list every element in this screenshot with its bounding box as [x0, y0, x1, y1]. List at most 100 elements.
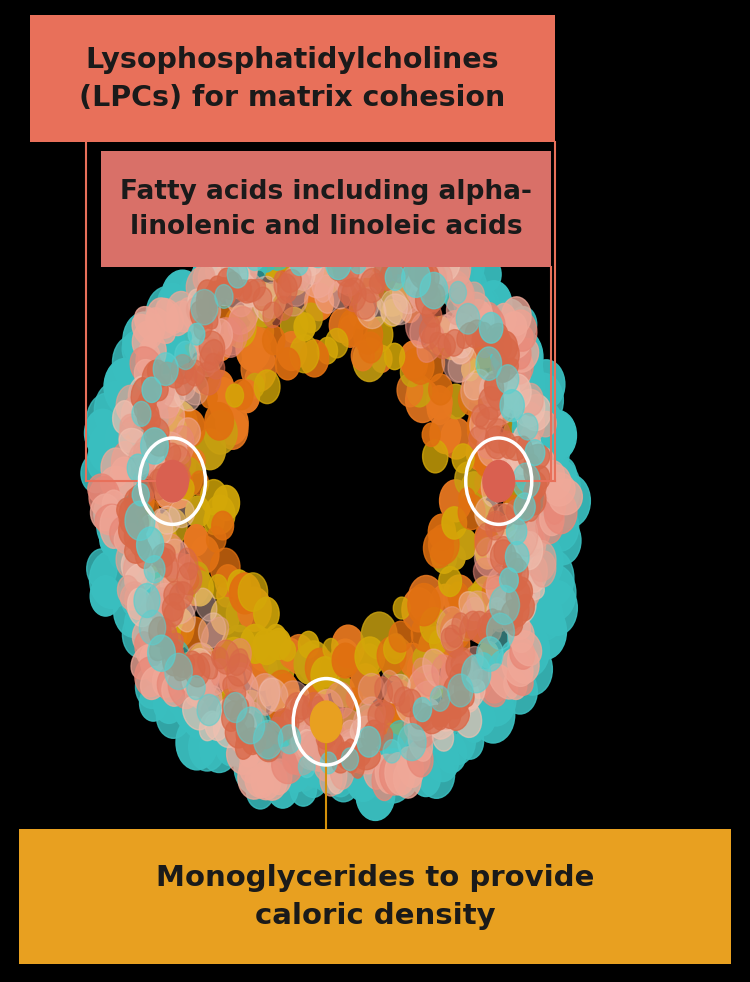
Circle shape: [534, 433, 564, 472]
Ellipse shape: [410, 703, 431, 730]
Circle shape: [439, 717, 476, 765]
Ellipse shape: [501, 569, 523, 590]
Ellipse shape: [231, 693, 254, 725]
Ellipse shape: [443, 675, 469, 708]
Circle shape: [235, 380, 260, 412]
Circle shape: [266, 625, 286, 651]
Circle shape: [256, 246, 276, 272]
Ellipse shape: [413, 705, 434, 736]
Ellipse shape: [422, 323, 440, 350]
Circle shape: [358, 644, 381, 674]
Circle shape: [340, 254, 364, 287]
Circle shape: [406, 255, 434, 292]
Ellipse shape: [404, 707, 434, 740]
Ellipse shape: [140, 604, 164, 643]
Circle shape: [359, 747, 379, 773]
Ellipse shape: [131, 378, 149, 408]
Ellipse shape: [461, 597, 484, 630]
Ellipse shape: [154, 397, 184, 437]
Ellipse shape: [135, 531, 154, 567]
Circle shape: [152, 631, 178, 665]
Circle shape: [220, 637, 248, 674]
Ellipse shape: [257, 283, 286, 318]
Ellipse shape: [394, 687, 414, 713]
Circle shape: [470, 702, 495, 736]
Circle shape: [387, 680, 412, 714]
Circle shape: [141, 428, 168, 464]
Ellipse shape: [499, 431, 516, 459]
Circle shape: [339, 235, 365, 269]
Circle shape: [294, 206, 336, 260]
Circle shape: [523, 439, 543, 465]
Circle shape: [520, 408, 545, 442]
Ellipse shape: [396, 689, 418, 723]
Circle shape: [399, 245, 428, 284]
Circle shape: [290, 737, 315, 770]
Circle shape: [142, 567, 175, 609]
Circle shape: [106, 468, 137, 509]
Ellipse shape: [384, 294, 412, 325]
Ellipse shape: [114, 523, 144, 554]
Circle shape: [142, 377, 161, 403]
Circle shape: [327, 758, 360, 802]
Circle shape: [134, 583, 160, 618]
Circle shape: [178, 653, 198, 679]
Circle shape: [470, 653, 496, 686]
Ellipse shape: [227, 688, 251, 721]
Circle shape: [424, 528, 454, 568]
Ellipse shape: [482, 469, 502, 507]
Ellipse shape: [280, 245, 302, 265]
Ellipse shape: [437, 310, 465, 348]
Ellipse shape: [488, 664, 518, 699]
Circle shape: [430, 685, 450, 711]
Ellipse shape: [509, 438, 535, 480]
Circle shape: [245, 373, 264, 398]
Ellipse shape: [450, 664, 466, 685]
Circle shape: [268, 655, 293, 687]
Ellipse shape: [132, 314, 161, 348]
Ellipse shape: [439, 250, 460, 281]
Circle shape: [122, 525, 147, 557]
Circle shape: [406, 712, 425, 736]
Circle shape: [371, 346, 392, 372]
Circle shape: [480, 586, 513, 628]
Ellipse shape: [520, 425, 541, 463]
Ellipse shape: [177, 417, 200, 447]
Circle shape: [233, 261, 256, 292]
Ellipse shape: [180, 663, 211, 703]
Ellipse shape: [512, 584, 531, 610]
Ellipse shape: [210, 659, 233, 689]
Circle shape: [434, 229, 467, 272]
Circle shape: [183, 570, 199, 590]
Circle shape: [142, 571, 163, 598]
Circle shape: [528, 594, 563, 640]
Circle shape: [356, 713, 379, 742]
Ellipse shape: [190, 347, 215, 376]
Circle shape: [235, 736, 264, 774]
Circle shape: [504, 417, 527, 449]
Circle shape: [381, 712, 400, 737]
Ellipse shape: [417, 707, 438, 731]
Circle shape: [132, 483, 149, 506]
Circle shape: [160, 419, 186, 455]
Circle shape: [482, 575, 508, 610]
Circle shape: [223, 224, 251, 259]
Ellipse shape: [329, 708, 362, 746]
Circle shape: [536, 580, 578, 635]
Ellipse shape: [422, 302, 442, 327]
Circle shape: [217, 409, 248, 450]
Circle shape: [524, 474, 551, 511]
Circle shape: [322, 176, 366, 233]
Ellipse shape: [354, 227, 382, 263]
Circle shape: [166, 416, 187, 443]
Circle shape: [407, 375, 431, 407]
Circle shape: [187, 450, 205, 473]
Ellipse shape: [152, 660, 182, 697]
Circle shape: [454, 678, 486, 721]
Ellipse shape: [140, 623, 166, 655]
Circle shape: [159, 509, 187, 545]
Ellipse shape: [164, 554, 196, 594]
Ellipse shape: [336, 254, 364, 296]
Ellipse shape: [400, 747, 430, 779]
Circle shape: [188, 643, 216, 680]
